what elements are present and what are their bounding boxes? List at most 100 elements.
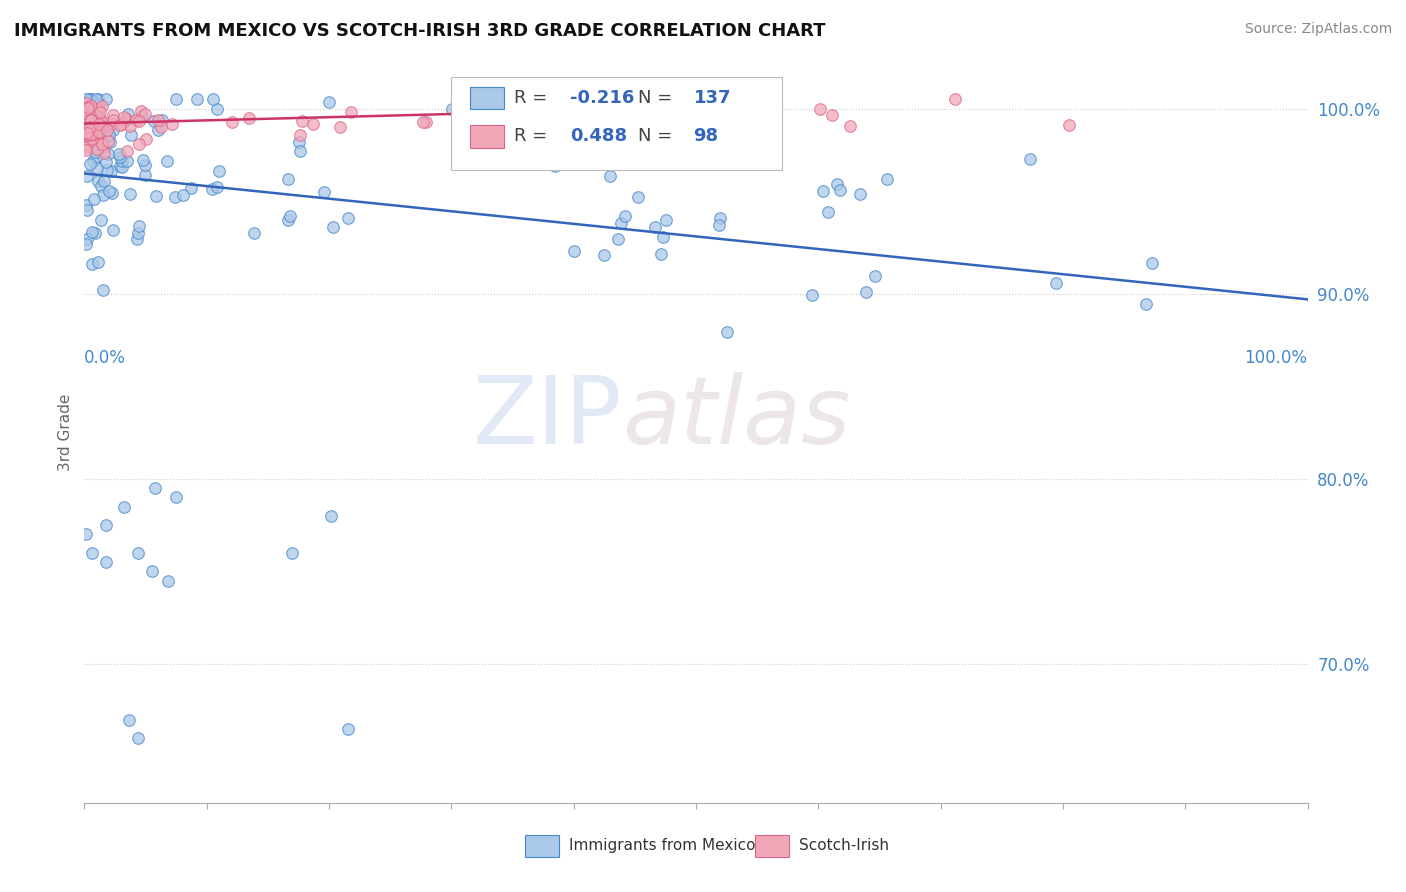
- Point: [118, 187, 141, 202]
- Point: [76, 98, 98, 112]
- Point: [75, 96, 97, 111]
- FancyBboxPatch shape: [755, 835, 789, 857]
- Point: [838, 119, 860, 133]
- Point: [87, 255, 110, 269]
- Point: [415, 114, 437, 128]
- Point: [86, 126, 108, 140]
- Point: [90, 135, 112, 149]
- Point: [82, 132, 104, 146]
- Point: [336, 211, 359, 226]
- Point: [79, 124, 101, 138]
- Point: [146, 123, 169, 137]
- Point: [302, 117, 325, 131]
- Point: [148, 113, 170, 128]
- Point: [76, 132, 98, 146]
- Point: [91, 127, 114, 141]
- Point: [180, 180, 202, 194]
- Point: [801, 288, 824, 302]
- Point: [461, 114, 484, 128]
- Point: [321, 220, 343, 235]
- Point: [101, 186, 124, 200]
- Point: [89, 119, 111, 133]
- Point: [96, 123, 118, 137]
- Point: [112, 500, 135, 514]
- Point: [108, 159, 131, 173]
- Text: 0.0%: 0.0%: [84, 349, 127, 367]
- Point: [83, 115, 105, 129]
- FancyBboxPatch shape: [451, 78, 782, 169]
- Point: [129, 103, 152, 118]
- Point: [828, 183, 851, 197]
- Point: [128, 137, 150, 152]
- Point: [142, 114, 165, 128]
- Point: [75, 93, 97, 107]
- Point: [243, 227, 266, 241]
- Text: -0.216: -0.216: [569, 89, 634, 107]
- Point: [201, 93, 224, 107]
- Point: [77, 101, 100, 115]
- Point: [707, 218, 730, 232]
- Point: [98, 135, 121, 149]
- Point: [77, 93, 100, 107]
- Point: [82, 225, 104, 239]
- Point: [172, 188, 194, 202]
- Point: [75, 128, 97, 143]
- Point: [76, 128, 98, 143]
- Point: [627, 190, 650, 204]
- Point: [855, 285, 877, 299]
- Point: [609, 216, 631, 230]
- Point: [75, 115, 97, 129]
- Point: [89, 105, 111, 120]
- Point: [84, 145, 107, 159]
- Point: [84, 226, 107, 240]
- Point: [83, 124, 105, 138]
- Point: [281, 546, 304, 560]
- Point: [112, 110, 135, 124]
- Point: [75, 117, 97, 131]
- Point: [82, 127, 104, 141]
- Text: 137: 137: [693, 89, 731, 107]
- Point: [94, 119, 117, 133]
- Point: [817, 204, 839, 219]
- Point: [83, 192, 105, 206]
- Point: [90, 213, 112, 227]
- Point: [111, 154, 134, 169]
- Point: [125, 232, 148, 246]
- Point: [75, 527, 97, 541]
- Point: [328, 120, 350, 135]
- Point: [127, 731, 149, 745]
- Point: [79, 120, 101, 135]
- Point: [1018, 152, 1040, 166]
- Point: [652, 229, 675, 244]
- Point: [89, 112, 111, 126]
- Point: [75, 140, 97, 154]
- Point: [127, 546, 149, 560]
- Text: ZIP: ZIP: [472, 372, 623, 464]
- Point: [465, 149, 488, 163]
- Point: [97, 135, 120, 149]
- Point: [808, 102, 831, 116]
- Point: [288, 128, 311, 142]
- Point: [96, 163, 118, 178]
- Point: [613, 209, 636, 223]
- Point: [118, 120, 141, 134]
- Point: [111, 117, 134, 131]
- Point: [87, 110, 110, 124]
- Point: [90, 138, 112, 153]
- Text: Immigrants from Mexico: Immigrants from Mexico: [569, 838, 755, 854]
- Point: [75, 114, 97, 128]
- Point: [125, 112, 148, 127]
- Point: [77, 134, 100, 148]
- Point: [76, 126, 98, 140]
- Point: [87, 125, 110, 139]
- Point: [107, 147, 129, 161]
- Point: [75, 236, 97, 251]
- Point: [717, 127, 740, 141]
- Point: [86, 161, 108, 175]
- Point: [76, 106, 98, 120]
- Point: [131, 109, 153, 123]
- Point: [93, 188, 115, 202]
- Point: [75, 123, 97, 137]
- Point: [165, 491, 187, 505]
- Text: atlas: atlas: [623, 372, 851, 463]
